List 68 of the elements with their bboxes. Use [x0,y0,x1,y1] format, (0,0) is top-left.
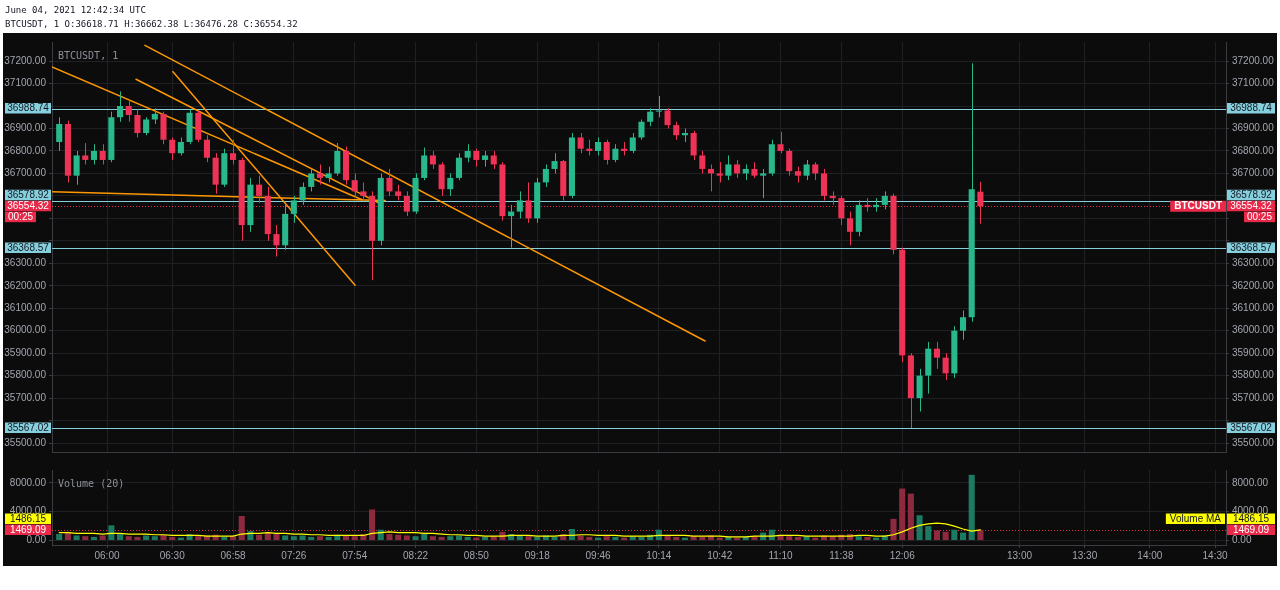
y2-tick-label: 0.00 [1232,534,1252,546]
x-tick-label: 10:42 [707,549,733,561]
x-tick-label: 07:26 [281,549,307,561]
chart-subtitle: BTCUSDT, 1 O:36618.71 H:36662.38 L:36476.28 C:36554.32 [5,18,298,30]
text: 36578.92 [1230,188,1272,200]
text: 1469.09 [1232,523,1270,535]
chart-title: June 04, 2021 12:42:34 UTC [5,4,146,16]
x-tick-label: 11:10 [768,549,794,561]
y-tick-label: 36100.00 [4,301,47,313]
y-tick-label: 35900.00 [4,346,47,358]
y-tick-label: 36800.00 [4,144,47,156]
y-tick-label: 36300.00 [4,257,47,269]
y2-tick-label: 36300.00 [1232,257,1275,269]
x-tick-label: 14:00 [1137,549,1163,561]
x-tick-label: 14:30 [1202,549,1228,561]
y-tick-label: 35800.00 [4,369,47,381]
x-tick-label: 13:30 [1072,549,1098,561]
x-tick-label: 09:18 [524,549,551,561]
legend-label: Volume MA [1169,512,1222,524]
y2-tick-label: 36700.00 [1232,167,1275,179]
y-tick-label: 8000.00 [9,476,47,488]
y2-tick-label: 35800.00 [1232,369,1275,381]
y-tick-label: 35500.00 [4,436,47,448]
x-tick-label: 10:14 [646,549,672,561]
y-tick-label: 0.00 [26,534,47,546]
x-tick-label: 07:54 [342,549,368,561]
x-tick-label: 06:00 [94,549,120,561]
y-tick-label: 36000.00 [4,324,47,336]
y2-tick-label: 35900.00 [1232,346,1275,358]
y2-tick-label: 36100.00 [1232,301,1275,313]
y-tick-label: 36700.00 [4,167,47,179]
y2-tick-label: 36900.00 [1232,122,1275,134]
x-tick-label: 06:58 [220,549,246,561]
x-tick-label: 12:06 [889,549,916,561]
y2-tick-label: 37100.00 [1232,77,1275,89]
text: 00:25 [8,210,34,222]
ref-line-label: 35567.02 [7,421,50,433]
ref-line-label: 36988.74 [7,102,50,114]
text: 36554.32 [1230,199,1272,211]
text: 36368.57 [1230,241,1272,253]
text: 35567.02 [1230,421,1272,433]
y2-tick-label: 35500.00 [1232,436,1275,448]
y-tick-label: 37200.00 [4,54,47,66]
x-tick-label: 09:46 [585,549,611,561]
x-tick-label: 13:00 [1007,549,1033,561]
y-tick-label: 36200.00 [4,279,47,291]
ref-line-label: 36554.32 [7,199,50,211]
ref-line-label: 36578.92 [7,188,50,200]
y2-tick-label: 37200.00 [1232,54,1275,66]
y-tick-label: 37100.00 [4,77,47,89]
x-tick-label: 06:30 [159,549,186,561]
y2-tick-label: 36200.00 [1232,279,1275,291]
text: 00:25 [1246,210,1272,222]
x-tick-label: 08:50 [463,549,490,561]
y-tick-label: 35700.00 [4,391,47,403]
y2-tick-label: 36000.00 [1232,324,1275,336]
annotation: BTCUSDT, 1 [58,49,119,61]
ref-line-label: 36368.57 [7,241,50,253]
text: 36988.74 [1230,102,1272,114]
x-tick-label: 08:22 [403,549,429,561]
y2-tick-label: 35700.00 [1232,391,1275,403]
y-tick-label: 36900.00 [4,122,47,134]
annotation: Volume (20) [58,477,125,489]
y2-tick-label: 8000.00 [1232,476,1269,488]
annotation: BTCUSDT [1174,200,1222,212]
x-tick-label: 11:38 [829,549,854,561]
ref-line-label: 1469.09 [9,523,47,535]
y2-tick-label: 36800.00 [1232,144,1275,156]
